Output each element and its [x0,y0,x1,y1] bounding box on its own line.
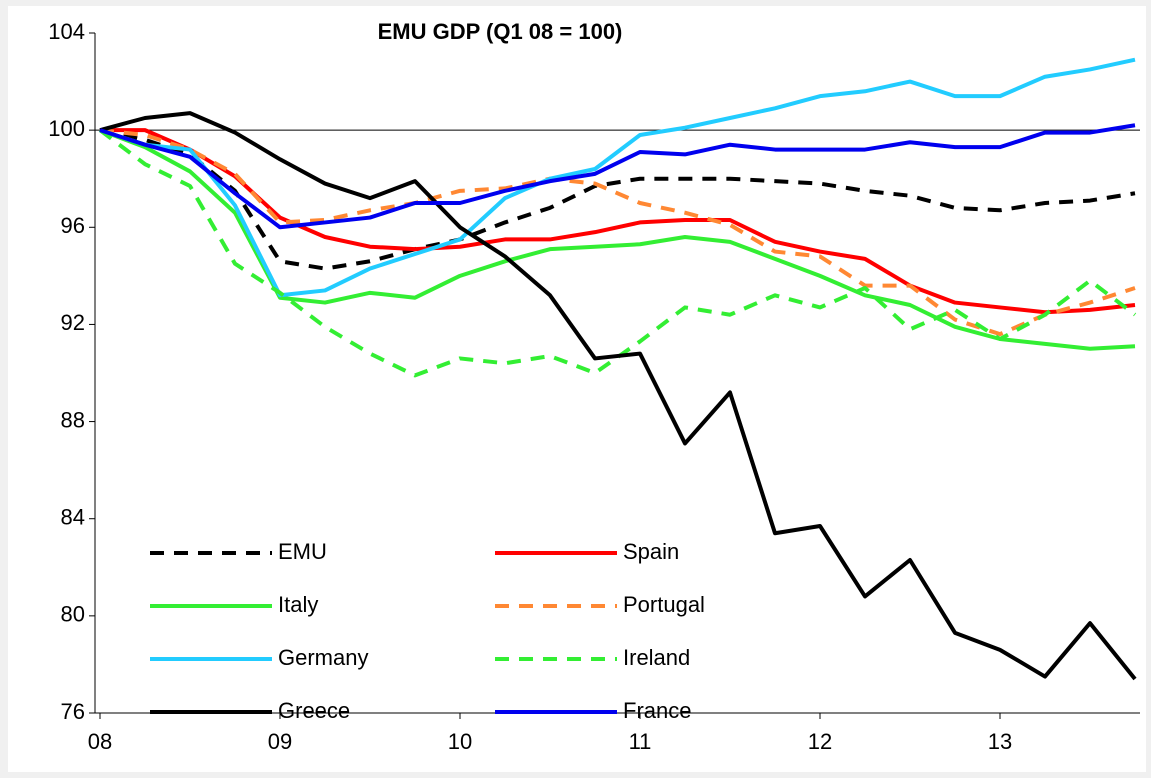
legend-label: Germany [278,645,368,670]
series-line [99,128,1136,337]
y-tick-label: 88 [61,407,85,432]
legend-label: Spain [623,539,679,564]
series-line [99,123,1136,230]
series-line [98,128,1137,378]
y-tick-label: 96 [61,213,85,238]
series-line [99,111,1137,681]
x-tick-label: 10 [448,729,472,754]
y-tick-label: 80 [61,602,85,627]
y-tick-label: 84 [61,505,85,530]
x-tick-label: 13 [988,729,1012,754]
legend-label: Greece [278,698,350,723]
chart-title: EMU GDP (Q1 08 = 100) [378,19,623,44]
series-line [99,57,1136,298]
legend-label: France [623,698,691,723]
x-tick-label: 09 [268,729,292,754]
legend-label: EMU [278,539,327,564]
x-tick-label: 12 [808,729,832,754]
legend-label: Italy [278,592,318,617]
y-tick-label: 104 [48,19,85,44]
x-tick-label: 08 [88,729,112,754]
y-tick-label: 100 [48,116,85,141]
y-tick-label: 76 [61,699,85,724]
legend-label: Portugal [623,592,705,617]
legend-label: Ireland [623,645,690,670]
series-line [99,128,1136,271]
plot-background [8,6,1146,772]
y-tick-label: 92 [61,310,85,335]
x-tick-label: 11 [629,729,652,754]
series-line [100,128,1136,315]
